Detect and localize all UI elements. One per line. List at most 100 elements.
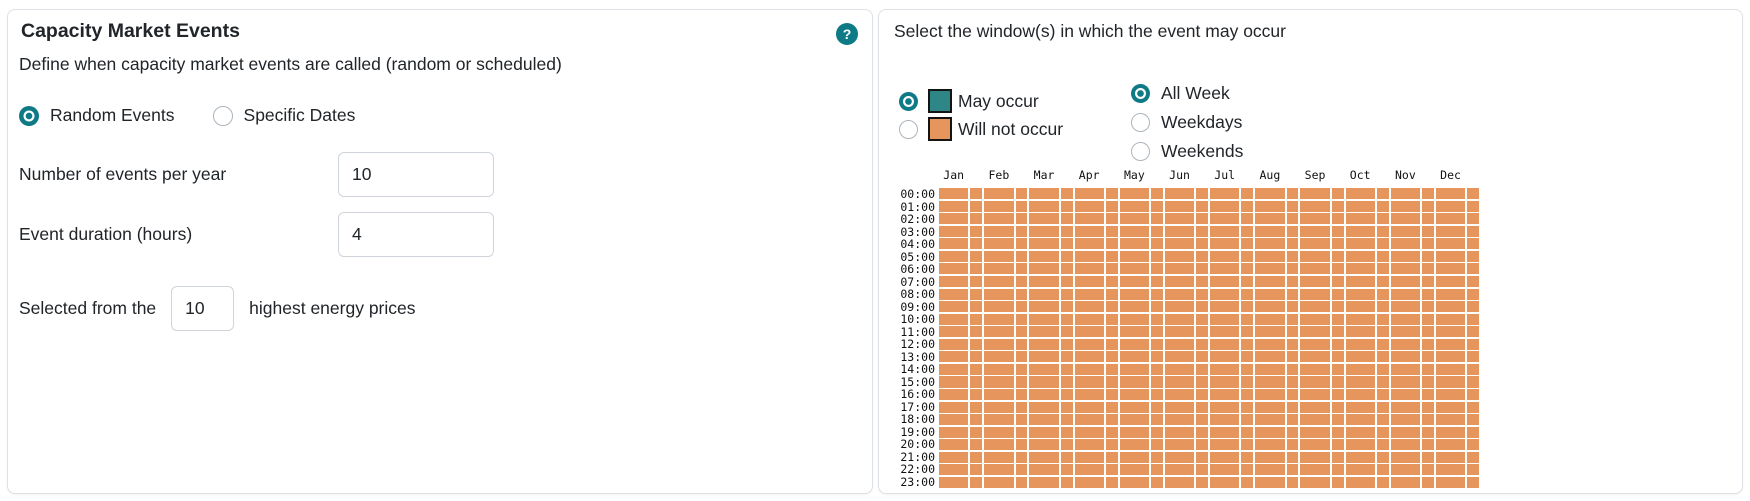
heatmap-cell[interactable]	[1119, 238, 1150, 250]
heatmap-cell[interactable]	[1300, 213, 1330, 225]
heatmap-cell[interactable]	[1331, 476, 1344, 488]
heatmap-cell[interactable]	[1196, 301, 1208, 313]
heatmap-cell[interactable]	[984, 476, 1014, 488]
heatmap-cell[interactable]	[1300, 414, 1330, 426]
heatmap-cell[interactable]	[1119, 263, 1150, 275]
heatmap-cell[interactable]	[1164, 363, 1195, 375]
heatmap-cell[interactable]	[1390, 376, 1421, 388]
heatmap-cell[interactable]	[1467, 363, 1479, 375]
heatmap-cell[interactable]	[1164, 414, 1195, 426]
heatmap-cell[interactable]	[1151, 414, 1163, 426]
heatmap-cell[interactable]	[970, 476, 983, 488]
heatmap-cell[interactable]	[1151, 376, 1163, 388]
heatmap-cell[interactable]	[1376, 313, 1389, 325]
heatmap-cell[interactable]	[1435, 188, 1466, 200]
heatmap-cell[interactable]	[1255, 250, 1285, 262]
heatmap-cell[interactable]	[1151, 401, 1163, 413]
heatmap-cell[interactable]	[1164, 213, 1195, 225]
heatmap-cell[interactable]	[1105, 238, 1118, 250]
heatmap-cell[interactable]	[1422, 275, 1434, 287]
heatmap-cell[interactable]	[1467, 389, 1479, 401]
heatmap-cell[interactable]	[1255, 363, 1285, 375]
heatmap-cell[interactable]	[1196, 351, 1208, 363]
heatmap-cell[interactable]	[1105, 326, 1118, 338]
heatmap-cell[interactable]	[1060, 351, 1073, 363]
heatmap-cell[interactable]	[1255, 351, 1285, 363]
heatmap-cell[interactable]	[1331, 250, 1344, 262]
legend-may-occur[interactable]: May occur	[899, 87, 1063, 115]
heatmap-cell[interactable]	[1015, 213, 1028, 225]
heatmap-cell[interactable]	[1241, 188, 1254, 200]
heatmap-cell[interactable]	[1422, 476, 1434, 488]
heatmap-cell[interactable]	[1331, 389, 1344, 401]
heatmap-cell[interactable]	[1241, 426, 1254, 438]
heatmap-cell[interactable]	[1255, 301, 1285, 313]
heatmap-cell[interactable]	[1286, 363, 1299, 375]
heatmap-cell[interactable]	[1300, 464, 1330, 476]
heatmap-cell[interactable]	[1300, 200, 1330, 212]
heatmap-cell[interactable]	[1060, 301, 1073, 313]
heatmap-cell[interactable]	[1422, 301, 1434, 313]
heatmap-cell[interactable]	[1105, 275, 1118, 287]
heatmap-cell[interactable]	[1210, 213, 1240, 225]
heatmap-cell[interactable]	[1029, 225, 1059, 237]
heatmap-cell[interactable]	[1210, 376, 1240, 388]
heatmap-cell[interactable]	[1435, 263, 1466, 275]
heatmap-cell[interactable]	[1255, 275, 1285, 287]
heatmap-cell[interactable]	[1151, 238, 1163, 250]
heatmap-cell[interactable]	[1210, 389, 1240, 401]
heatmap-cell[interactable]	[1074, 376, 1104, 388]
heatmap-cell[interactable]	[1241, 376, 1254, 388]
heatmap-cell[interactable]	[1029, 476, 1059, 488]
heatmap-cell[interactable]	[1151, 451, 1163, 463]
heatmap-cell[interactable]	[1029, 464, 1059, 476]
heatmap-cell[interactable]	[1422, 250, 1434, 262]
heatmap-cell[interactable]	[970, 225, 983, 237]
heatmap-cell[interactable]	[1422, 326, 1434, 338]
heatmap-cell[interactable]	[939, 188, 969, 200]
heatmap-cell[interactable]	[1241, 351, 1254, 363]
heatmap-cell[interactable]	[1241, 389, 1254, 401]
heatmap-cell[interactable]	[1015, 238, 1028, 250]
heatmap-cell[interactable]	[1164, 225, 1195, 237]
heatmap-cell[interactable]	[939, 301, 969, 313]
heatmap-cell[interactable]	[1345, 225, 1375, 237]
heatmap-cell[interactable]	[970, 414, 983, 426]
heatmap-cell[interactable]	[1435, 225, 1466, 237]
heatmap-cell[interactable]	[1151, 476, 1163, 488]
heatmap-cell[interactable]	[1074, 313, 1104, 325]
heatmap-cell[interactable]	[1422, 363, 1434, 375]
heatmap-cell[interactable]	[1029, 363, 1059, 375]
heatmap-cell[interactable]	[1390, 250, 1421, 262]
heatmap-cell[interactable]	[1241, 263, 1254, 275]
heatmap-cell[interactable]	[970, 250, 983, 262]
heatmap-cell[interactable]	[970, 275, 983, 287]
heatmap-cell[interactable]	[1467, 426, 1479, 438]
heatmap-cell[interactable]	[1196, 376, 1208, 388]
heatmap-cell[interactable]	[1029, 451, 1059, 463]
heatmap-cell[interactable]	[939, 426, 969, 438]
heatmap-cell[interactable]	[1241, 451, 1254, 463]
heatmap-cell[interactable]	[1345, 188, 1375, 200]
heatmap-cell[interactable]	[1286, 338, 1299, 350]
heatmap-cell[interactable]	[1286, 225, 1299, 237]
heatmap-cell[interactable]	[1467, 275, 1479, 287]
heatmap-cell[interactable]	[1390, 188, 1421, 200]
heatmap-cell[interactable]	[1164, 275, 1195, 287]
heatmap-cell[interactable]	[970, 188, 983, 200]
heatmap-cell[interactable]	[1196, 313, 1208, 325]
heatmap-cell[interactable]	[1196, 213, 1208, 225]
heatmap-cell[interactable]	[1300, 401, 1330, 413]
heatmap-cell[interactable]	[1210, 188, 1240, 200]
heatmap-cell[interactable]	[1151, 363, 1163, 375]
heatmap-cell[interactable]	[1074, 338, 1104, 350]
heatmap-cell[interactable]	[1331, 376, 1344, 388]
heatmap-cell[interactable]	[1390, 464, 1421, 476]
heatmap-cell[interactable]	[1376, 451, 1389, 463]
heatmap-cell[interactable]	[1467, 401, 1479, 413]
heatmap-cell[interactable]	[1074, 464, 1104, 476]
heatmap-cell[interactable]	[1029, 238, 1059, 250]
heatmap-cell[interactable]	[1119, 451, 1150, 463]
heatmap-cell[interactable]	[984, 439, 1014, 451]
heatmap-cell[interactable]	[1286, 188, 1299, 200]
